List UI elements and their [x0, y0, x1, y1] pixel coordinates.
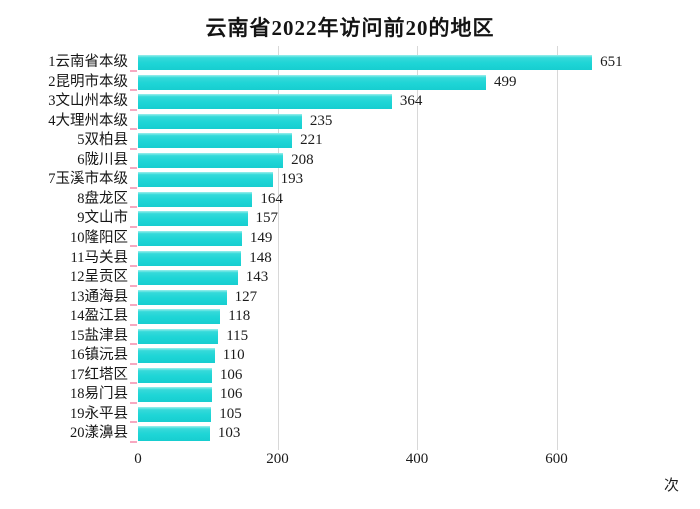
category-label: 9文山市 [77, 210, 128, 227]
y-tick-mark [130, 284, 137, 287]
category-label: 11马关县 [70, 249, 128, 266]
y-tick-mark [130, 167, 137, 170]
bar [138, 113, 302, 129]
category-label: 14盈江县 [70, 308, 128, 325]
gridline-200 [277, 46, 279, 450]
y-tick-mark [130, 304, 137, 307]
value-label: 106 [219, 386, 243, 403]
bar [138, 133, 293, 149]
value-label: 364 [399, 93, 423, 110]
category-label: 13通海县 [70, 288, 128, 305]
category-label: 20漾濞县 [70, 425, 128, 442]
value-label: 115 [226, 327, 249, 344]
y-tick-mark [130, 147, 137, 150]
bar [138, 328, 219, 344]
bar [138, 309, 221, 325]
category-label: 17红塔区 [70, 366, 128, 383]
bar [138, 406, 212, 422]
category-label: 19永平县 [70, 405, 128, 422]
value-label: 118 [228, 308, 251, 325]
bar [138, 74, 487, 90]
value-label: 106 [219, 366, 243, 383]
bar [138, 387, 212, 403]
category-label: 5双柏县 [77, 132, 128, 149]
y-tick-mark [130, 206, 137, 209]
x-tick-label: 200 [266, 451, 289, 467]
y-tick-mark [130, 108, 137, 111]
value-label: 499 [494, 73, 517, 90]
value-label: 110 [222, 347, 245, 364]
bar [138, 211, 248, 227]
y-tick-mark [130, 265, 137, 267]
bar [138, 172, 273, 188]
bar [138, 270, 238, 286]
y-tick-mark [130, 362, 137, 365]
category-label: 10隆阳区 [70, 229, 128, 246]
category-label: 3文山州本级 [48, 93, 128, 110]
category-label: 7玉溪市本级 [48, 171, 128, 188]
bar [138, 250, 242, 266]
value-label: 143 [245, 269, 269, 286]
gridline-400 [417, 46, 418, 450]
value-label: 235 [309, 112, 333, 129]
category-label: 2昆明市本级 [48, 73, 128, 90]
y-tick-mark [130, 69, 137, 72]
y-tick-mark [130, 343, 137, 346]
value-label: 208 [291, 151, 314, 168]
value-label: 164 [260, 190, 283, 207]
x-tick-label: 400 [405, 451, 429, 467]
category-label: 15盐津县 [70, 327, 128, 344]
y-tick-mark [130, 382, 137, 385]
bar [138, 55, 593, 70]
value-label: 148 [249, 249, 272, 266]
y-tick-mark [130, 186, 137, 189]
value-label: 157 [255, 210, 279, 227]
category-label: 6陇川县 [77, 151, 128, 168]
x-tick-label: 0 [134, 451, 142, 467]
bar [138, 426, 210, 442]
category-label: 12呈贡区 [70, 269, 128, 286]
category-label: 18易门县 [70, 386, 128, 403]
value-label: 149 [249, 229, 273, 246]
bar [138, 152, 284, 168]
value-label: 221 [300, 132, 323, 149]
category-label: 16镇沅县 [70, 347, 128, 364]
gridline-600 [556, 46, 558, 450]
category-label: 1云南省本级 [48, 54, 128, 70]
y-tick-mark [130, 421, 137, 424]
category-label: 4大理州本级 [48, 112, 128, 129]
bar [138, 289, 227, 305]
y-tick-mark [130, 323, 137, 326]
y-tick-mark [130, 440, 137, 443]
value-label: 103 [217, 425, 241, 442]
chart-title: 云南省2022年访问前20的地区 [205, 16, 495, 40]
y-tick-mark [130, 128, 137, 131]
y-tick-mark [130, 245, 137, 248]
bar [138, 94, 392, 110]
y-tick-mark [130, 89, 137, 92]
x-axis-unit-label: 次 [664, 478, 680, 494]
y-tick-mark [130, 225, 137, 228]
bar [138, 348, 215, 364]
value-label: 193 [280, 171, 304, 188]
value-label: 651 [600, 54, 623, 70]
value-label: 127 [234, 288, 258, 305]
y-tick-mark [130, 401, 137, 404]
x-tick-label: 600 [545, 451, 568, 467]
bar [138, 367, 212, 383]
value-label: 105 [219, 405, 242, 422]
bar [138, 230, 242, 246]
bar [138, 191, 253, 207]
category-label: 8盘龙区 [77, 190, 128, 207]
